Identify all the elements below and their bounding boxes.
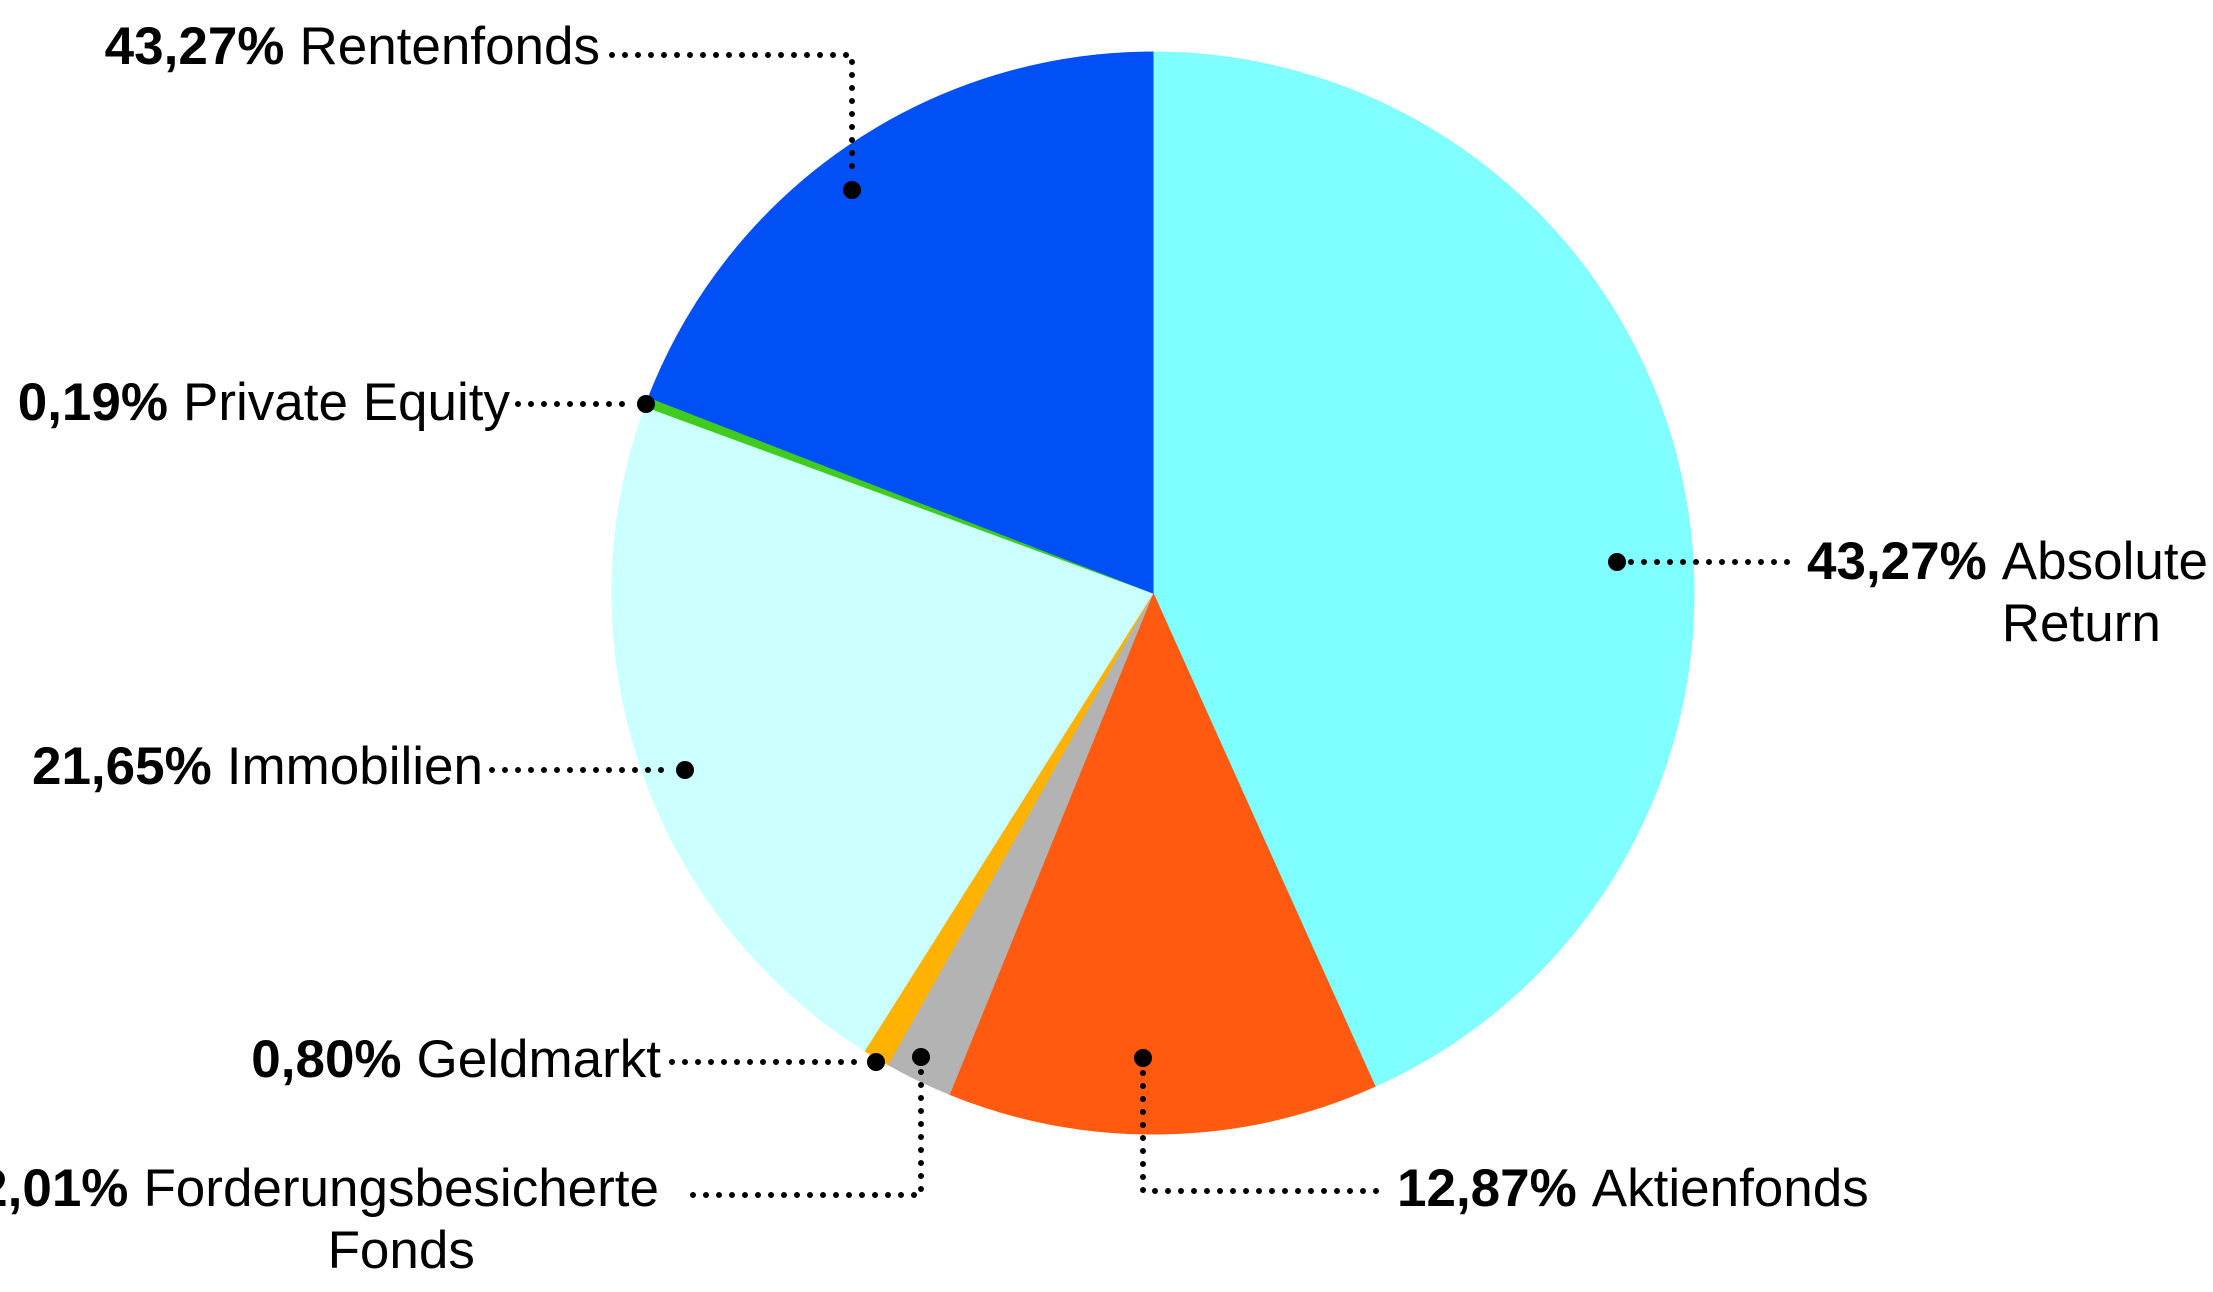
label-absolute-return-line1: Absolute — [2001, 532, 2209, 591]
leader-line-rentenfonds — [609, 52, 855, 179]
label-private-equity-name: Private Equity — [183, 373, 510, 432]
leader-dot-aktienfonds — [1134, 1049, 1152, 1067]
label-rentenfonds-name: Rentenfonds — [299, 17, 600, 76]
label-immobilien-percent: 21,65% — [31, 737, 212, 796]
label-absolute-return: 43,27% Absolute Return — [1807, 531, 2208, 655]
label-forderungsbesicherte-fonds-name: Forderungsbesicherte Fonds — [143, 1158, 659, 1282]
label-aktienfonds-percent: 12,87% — [1397, 1159, 1577, 1218]
leader-dot-immobilien — [676, 761, 694, 779]
label-forderungsbesicherte-fonds-percent: 2,01% — [0, 1159, 129, 1218]
leader-dot-forderungsbesicherte-fonds — [912, 1048, 930, 1066]
label-private-equity: 0,19% Private Equity — [18, 372, 510, 434]
label-absolute-return-name: Absolute Return — [2002, 531, 2208, 655]
leader-lines-group — [489, 52, 1798, 1198]
leader-dot-rentenfonds — [843, 181, 861, 199]
leader-dot-absolute-return — [1608, 553, 1626, 571]
label-private-equity-percent: 0,19% — [17, 373, 169, 432]
label-absolute-return-percent: 43,27% — [1807, 532, 1987, 591]
label-geldmarkt-percent: 0,80% — [251, 1030, 402, 1089]
label-absolute-return-line2: Return — [2001, 594, 2161, 653]
label-rentenfonds: 43,27% Rentenfonds — [105, 16, 600, 78]
pie-slice-immobilien — [611, 405, 1154, 1052]
label-forderungsbesicherte-line2: Fonds — [327, 1221, 475, 1280]
pie-slice-rentenfonds — [648, 51, 1154, 594]
leader-dot-private-equity — [637, 395, 655, 413]
leader-line-forderungsbesicherte-fonds — [687, 1069, 924, 1198]
label-forderungsbesicherte-line1: Forderungsbesicherte — [143, 1159, 659, 1218]
pie-slices-group — [611, 51, 1695, 1135]
label-aktienfonds: 12,87% Aktienfonds — [1397, 1158, 1869, 1220]
leader-line-aktienfonds — [1140, 1070, 1388, 1194]
label-immobilien-name: Immobilien — [226, 737, 483, 796]
label-geldmarkt-name: Geldmarkt — [416, 1030, 661, 1089]
leader-dot-geldmarkt — [867, 1053, 885, 1071]
leader-dots-group — [637, 181, 1626, 1071]
label-rentenfonds-percent: 43,27% — [104, 17, 285, 76]
label-aktienfonds-name: Aktienfonds — [1591, 1159, 1869, 1218]
pie-slice-aktienfonds — [948, 591, 1376, 1135]
pie-slice-absolute-return — [1152, 51, 1695, 1088]
label-immobilien: 21,65% Immobilien — [32, 736, 483, 798]
label-geldmarkt: 0,80% Geldmarkt — [251, 1029, 661, 1091]
